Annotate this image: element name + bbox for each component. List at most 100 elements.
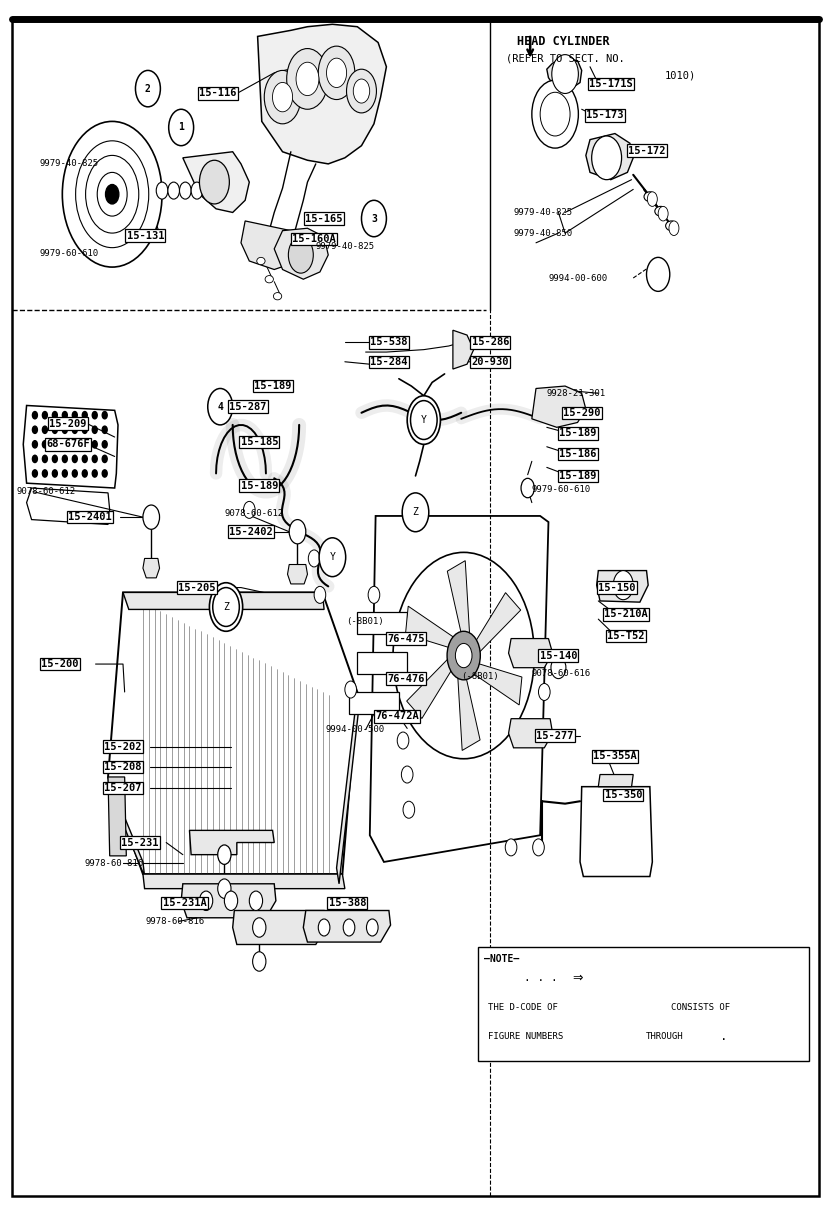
Circle shape	[42, 412, 47, 419]
Circle shape	[102, 455, 107, 463]
Polygon shape	[27, 488, 110, 524]
Polygon shape	[470, 662, 522, 705]
Text: 76-472A: 76-472A	[376, 711, 419, 721]
Text: (-8B01): (-8B01)	[346, 617, 383, 626]
Polygon shape	[108, 777, 126, 856]
Circle shape	[455, 643, 472, 668]
Ellipse shape	[655, 206, 666, 216]
Polygon shape	[598, 775, 633, 787]
Circle shape	[551, 657, 566, 679]
Circle shape	[366, 919, 378, 936]
Polygon shape	[357, 652, 407, 674]
Circle shape	[353, 79, 370, 103]
Polygon shape	[357, 612, 407, 634]
Circle shape	[72, 441, 77, 448]
Text: FIGURE NUMBERS: FIGURE NUMBERS	[488, 1032, 563, 1042]
Text: (-8B01): (-8B01)	[461, 671, 499, 681]
Text: Z: Z	[223, 602, 229, 612]
Polygon shape	[288, 565, 307, 584]
Polygon shape	[23, 405, 118, 488]
Text: 4: 4	[558, 974, 564, 983]
Circle shape	[552, 55, 578, 93]
Circle shape	[623, 1021, 645, 1053]
Circle shape	[106, 185, 119, 204]
Circle shape	[52, 426, 57, 433]
Polygon shape	[349, 692, 399, 714]
Circle shape	[550, 963, 572, 994]
Text: 15-207: 15-207	[104, 783, 142, 793]
Text: 9979-40-825: 9979-40-825	[316, 242, 375, 251]
Polygon shape	[189, 830, 274, 855]
Circle shape	[42, 441, 47, 448]
Polygon shape	[509, 719, 553, 748]
Circle shape	[82, 455, 87, 463]
Text: 15-165: 15-165	[305, 214, 343, 223]
Circle shape	[253, 918, 266, 937]
Circle shape	[42, 426, 47, 433]
Circle shape	[401, 766, 413, 783]
Circle shape	[156, 182, 168, 199]
Text: 3: 3	[371, 214, 377, 223]
Circle shape	[62, 455, 67, 463]
Circle shape	[647, 192, 657, 206]
Polygon shape	[143, 874, 345, 889]
Text: 15-205: 15-205	[178, 583, 216, 592]
Text: CONSISTS OF: CONSISTS OF	[671, 1003, 730, 1012]
Ellipse shape	[265, 276, 273, 283]
Circle shape	[314, 586, 326, 603]
Text: 15-202: 15-202	[104, 742, 142, 751]
Circle shape	[86, 155, 139, 233]
Text: 15-538: 15-538	[370, 337, 408, 347]
Polygon shape	[580, 787, 652, 877]
Text: 9994-00-500: 9994-00-500	[326, 725, 385, 734]
Text: 15-150: 15-150	[597, 583, 636, 592]
Circle shape	[32, 412, 37, 419]
Text: 9978-60-816: 9978-60-816	[145, 917, 204, 926]
Polygon shape	[123, 592, 324, 609]
Circle shape	[72, 455, 77, 463]
Text: 15-2401: 15-2401	[68, 512, 111, 522]
Circle shape	[72, 426, 77, 433]
Text: 9078-60-612: 9078-60-612	[224, 509, 283, 518]
Ellipse shape	[644, 192, 656, 202]
Circle shape	[402, 493, 429, 532]
Circle shape	[296, 62, 319, 96]
Text: 9979-40-825: 9979-40-825	[514, 208, 573, 217]
Polygon shape	[406, 606, 458, 649]
Text: 4: 4	[706, 1032, 712, 1042]
Circle shape	[72, 470, 77, 477]
Circle shape	[92, 470, 97, 477]
Text: (REFER TO SECT. NO.: (REFER TO SECT. NO.	[506, 53, 625, 63]
Polygon shape	[258, 24, 386, 164]
Circle shape	[208, 388, 233, 425]
Polygon shape	[532, 386, 586, 427]
Text: 15-277: 15-277	[536, 731, 574, 741]
Circle shape	[592, 136, 622, 180]
Text: 76-476: 76-476	[387, 674, 425, 683]
Circle shape	[343, 919, 355, 936]
Polygon shape	[108, 592, 357, 874]
Circle shape	[613, 571, 633, 600]
Circle shape	[42, 455, 47, 463]
Text: 15-010S: 15-010S	[596, 974, 639, 983]
Text: Z: Z	[412, 507, 419, 517]
Circle shape	[407, 396, 440, 444]
Circle shape	[521, 478, 534, 498]
Text: 15-T52: 15-T52	[607, 631, 645, 641]
Text: ⇒: ⇒	[573, 972, 583, 985]
Circle shape	[32, 426, 37, 433]
Circle shape	[249, 891, 263, 910]
Text: 68-676F: 68-676F	[47, 439, 90, 449]
Circle shape	[209, 583, 243, 631]
Text: 9078-60-612: 9078-60-612	[17, 487, 76, 497]
Circle shape	[32, 455, 37, 463]
Text: 76-475: 76-475	[387, 634, 425, 643]
Circle shape	[499, 963, 520, 994]
Text: 2: 2	[145, 84, 151, 93]
Circle shape	[199, 891, 213, 910]
Circle shape	[447, 631, 480, 680]
Text: 15-2402: 15-2402	[229, 527, 273, 537]
Text: 9994-00-600: 9994-00-600	[548, 273, 607, 283]
Ellipse shape	[257, 257, 265, 265]
Text: 1: 1	[178, 123, 184, 132]
